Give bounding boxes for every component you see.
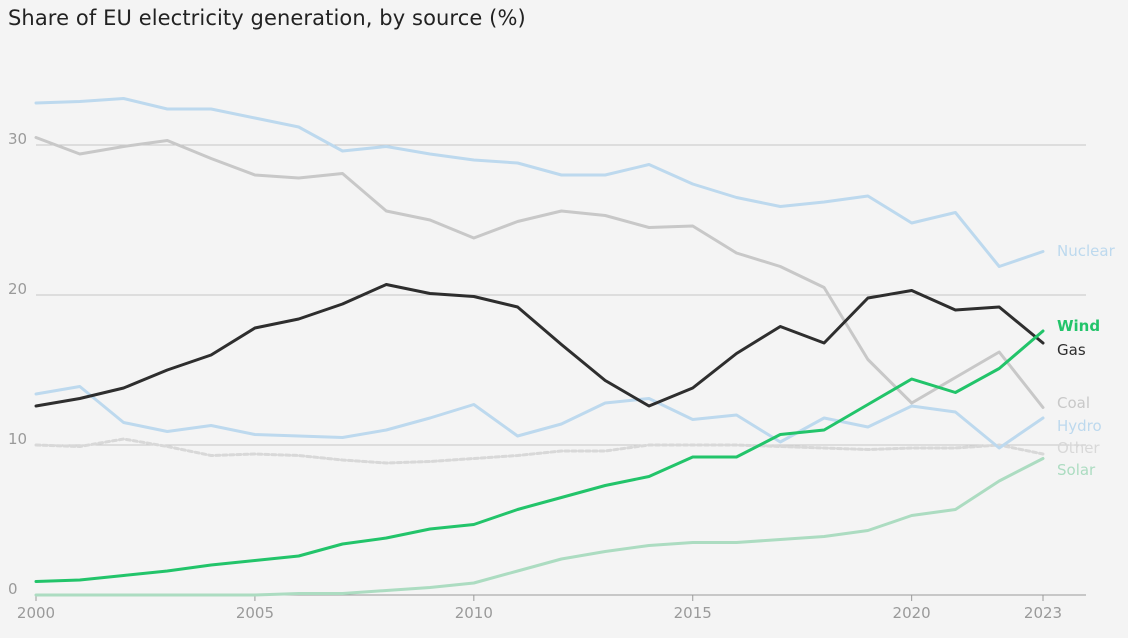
x-tick-label: 2020: [893, 604, 931, 622]
series-label-other: Other: [1057, 439, 1100, 457]
x-tick-label: 2015: [674, 604, 712, 622]
series-lines: [34, 97, 1045, 597]
x-tick-label: 2005: [236, 604, 274, 622]
series-label-solar: Solar: [1057, 461, 1096, 479]
series-line-nuclear: [34, 97, 1045, 268]
series-end-labels: Nuclear Wind Gas Coal Hydro Other Solar: [1057, 242, 1116, 479]
y-tick-label: 30: [8, 130, 27, 148]
y-axis-labels: 0 10 20 30: [8, 130, 27, 598]
y-tick-label: 10: [8, 430, 27, 448]
x-tick-label: 2010: [455, 604, 493, 622]
series-label-gas: Gas: [1057, 341, 1086, 359]
x-tick-label: 2000: [17, 604, 55, 622]
series-line-other: [34, 437, 1045, 465]
y-tick-label: 0: [8, 580, 18, 598]
series-line-solar: [34, 457, 1045, 597]
series-line-wind: [34, 329, 1045, 583]
x-tick-label: 2023: [1024, 604, 1062, 622]
series-label-nuclear: Nuclear: [1057, 242, 1116, 260]
series-label-wind: Wind: [1057, 317, 1100, 335]
x-axis: 2000 2005 2010 2015 2020 2023: [17, 595, 1062, 622]
chart-title: Share of EU electricity generation, by s…: [8, 6, 526, 30]
series-line-gas: [34, 283, 1045, 408]
series-label-hydro: Hydro: [1057, 417, 1102, 435]
series-line-coal: [34, 136, 1045, 409]
y-tick-label: 20: [8, 280, 27, 298]
series-label-coal: Coal: [1057, 394, 1090, 412]
series-line-hydro: [34, 385, 1045, 450]
